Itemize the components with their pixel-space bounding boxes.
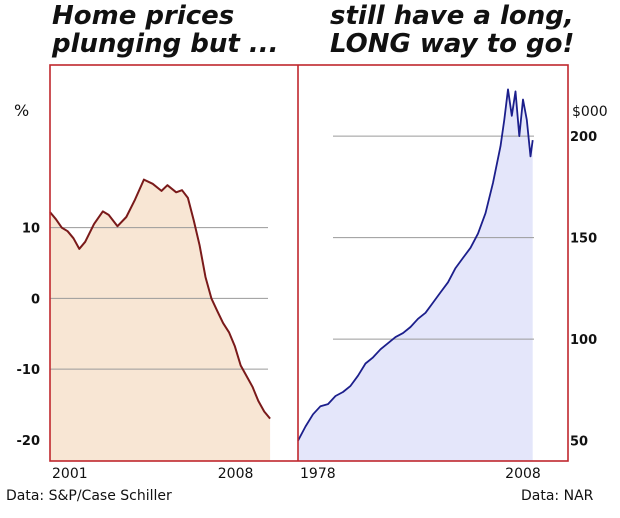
left-ytick-label: -10	[17, 363, 41, 378]
right-ytick-label: 50	[570, 435, 588, 450]
left-title: Home prices plunging but ...	[52, 2, 278, 58]
left-unit-label: %	[14, 101, 29, 120]
right-title-line-2: LONG way to go!	[330, 29, 575, 59]
left-title-line-2: plunging but ...	[52, 29, 279, 59]
right-series-area	[298, 89, 533, 462]
left-source-label: Data: S&P/Case Schiller	[6, 488, 172, 504]
right-ytick-label: 150	[570, 232, 597, 247]
left-series-area	[50, 179, 271, 461]
chart-border	[49, 64, 569, 462]
right-ytick-label: 100	[570, 333, 597, 348]
right-series-line	[297, 88, 534, 442]
right-ytick-label: 200	[570, 130, 597, 145]
right-source-label: Data: NAR	[521, 488, 594, 504]
right-unit-label: $000	[572, 104, 608, 120]
right-title: still have a long, LONG way to go!	[330, 2, 574, 58]
left-ytick-label: 10	[22, 222, 40, 237]
right-title-line-1: still have a long,	[330, 1, 574, 31]
left-ytick-label: -20	[17, 434, 41, 449]
left-chart-group: 10 0 -10 -20% 2001 2008	[14, 101, 271, 482]
left-xtick-label: 2001	[52, 466, 88, 482]
chart-frame-group	[49, 64, 569, 462]
right-chart-group: 200 150 100 50 $000 1978 2008	[297, 88, 608, 482]
right-xtick-label: 1978	[300, 466, 336, 482]
left-title-line-1: Home prices	[52, 1, 235, 31]
left-xtick-label: 2008	[218, 466, 254, 482]
right-xtick-label: 2008	[505, 466, 541, 482]
left-series-line	[49, 178, 271, 420]
left-ytick-label: 0	[31, 292, 40, 307]
